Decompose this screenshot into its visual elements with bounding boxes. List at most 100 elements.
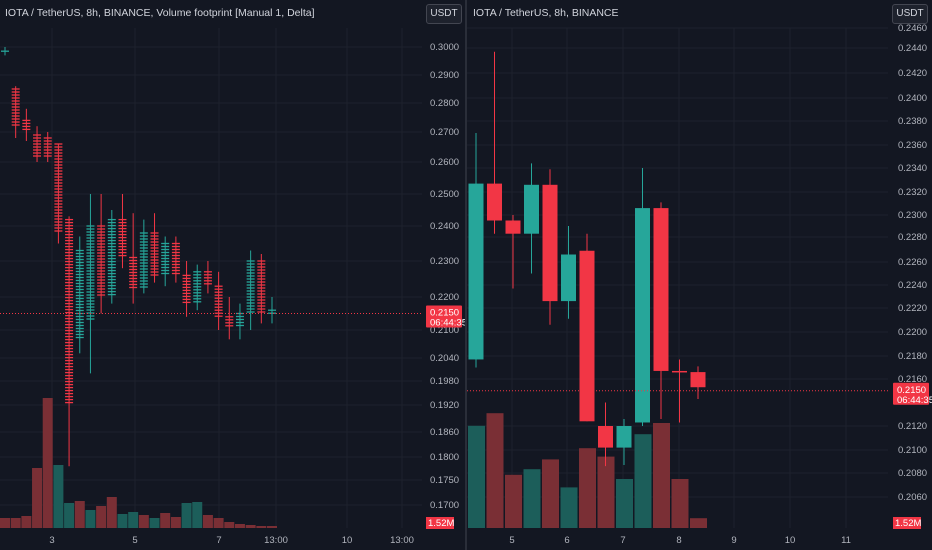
y-axis-label: 0.2320 [898,187,927,198]
volume-bar [74,501,85,528]
left-chart-pane[interactable]: 0.3000 0.2900 0.2800 0.2700 0.2600 0.2500 0.24… [0,0,466,550]
right-chart-canvas[interactable]: 0.2460 0.2440 0.2420 0.2400 0.2380 0.2360 0.23… [467,0,932,550]
volume-bar [579,448,596,528]
y-axis-label: 0.2180 [898,351,927,362]
volume-bar [468,425,485,528]
y-axis-label: 0.2440 [898,43,927,54]
y-axis-label: 0.2300 [430,256,459,267]
volume-bar [10,518,21,528]
volume-bar [128,512,139,528]
volume-bar [616,479,633,528]
volume-bar [224,522,235,528]
volume-bar [32,468,43,528]
volume-value: 1.52M [895,518,921,529]
y-axis-label: 0.2200 [898,327,927,338]
x-axis-label: 7 [216,535,221,546]
countdown-timer: 06:44:35 [897,395,932,406]
y-axis-label: 0.1980 [430,376,459,387]
current-price-value: 0.2150 [430,308,459,319]
volume-bar [267,526,277,528]
y-axis-label: 0.2460 [898,23,927,34]
volume-bar [597,456,615,528]
x-axis-label: 5 [132,535,137,546]
x-axis-label: 7 [620,535,625,546]
countdown-timer: 06:44:35 [430,318,466,329]
volume-bar [634,434,652,528]
candle-body [690,372,706,388]
candle-body [616,426,632,448]
x-axis-label: 9 [731,535,736,546]
y-axis-label: 0.2240 [898,280,927,291]
x-axis-label: 10 [342,535,353,546]
volume-bar [523,469,541,528]
x-axis-label: 6 [564,535,569,546]
volume-bar [653,423,670,528]
y-axis-label: 0.2100 [430,325,459,336]
volume-bar [170,517,181,528]
volume-bar [690,518,707,528]
y-axis-label: 0.2700 [430,127,459,138]
x-axis-label: 3 [49,535,54,546]
y-axis-label: 0.2500 [430,189,459,200]
volume-bar [53,465,64,528]
volume-bar [149,518,160,528]
volume-bar [181,503,192,528]
left-chart-canvas[interactable]: 0.3000 0.2900 0.2800 0.2700 0.2600 0.2500 0.24… [0,0,466,550]
candle-body [653,208,669,371]
candle-body [542,184,558,302]
volume-bar [192,502,203,528]
volume-bar [202,515,213,528]
y-axis-label: 0.2280 [898,232,927,243]
y-axis-label: 0.2060 [898,492,927,503]
volume-bar [234,524,245,528]
y-axis-label: 0.2040 [430,353,459,364]
y-axis-label: 0.2080 [898,468,927,479]
current-price-tag [426,305,462,328]
y-axis-label: 0.2200 [430,292,459,303]
x-axis-label: 10 [785,535,796,546]
y-axis-label: 0.2160 [898,374,927,385]
volume-bar [505,474,522,528]
y-axis-label: 0.2120 [898,421,927,432]
candle-body [468,183,484,360]
candle-body [635,208,650,423]
y-axis-label: 0.1920 [430,400,459,411]
volume-tag [426,517,454,529]
volume-bar [85,510,96,528]
current-price-value: 0.2150 [897,385,926,396]
y-axis-label: 0.3000 [430,42,459,53]
x-axis-label: 5 [509,535,514,546]
y-axis-label: 0.1750 [430,475,459,486]
volume-bar [160,513,171,528]
volume-bar [42,398,53,528]
volume-bar [106,497,117,528]
y-axis-label: 0.2400 [430,221,459,232]
left-currency-button[interactable]: USDT [426,4,462,24]
y-axis-label: 0.2300 [898,210,927,221]
candle-body [524,184,539,234]
right-chart-title: IOTA / TetherUS, 8h, BINANCE [473,7,619,19]
candle-body [579,250,595,422]
pane-divider[interactable] [465,0,467,550]
right-chart-pane[interactable]: 0.2460 0.2440 0.2420 0.2400 0.2380 0.2360 0.23… [467,0,932,550]
y-axis-label: 0.2340 [898,163,927,174]
y-axis-label: 0.2380 [898,116,927,127]
volume-bar [486,413,504,528]
y-axis-label: 0.2360 [898,140,927,151]
volume-bar [245,525,256,528]
candle-body [598,426,613,448]
right-currency-button[interactable]: USDT [892,4,928,24]
x-axis-label: 11 [841,535,851,546]
candle-body [505,220,521,234]
y-axis-label: 0.2260 [898,257,927,268]
y-axis-label: 0.2400 [898,93,927,104]
volume-value: 1.52M [428,518,454,529]
candle-body [561,254,576,302]
y-axis-label: 0.1700 [430,500,459,511]
volume-bar [671,479,689,528]
volume-bar [117,514,128,528]
y-axis-label: 0.1860 [430,427,459,438]
volume-tag [893,517,921,529]
volume-bar [21,516,32,528]
current-price-tag [893,382,929,405]
